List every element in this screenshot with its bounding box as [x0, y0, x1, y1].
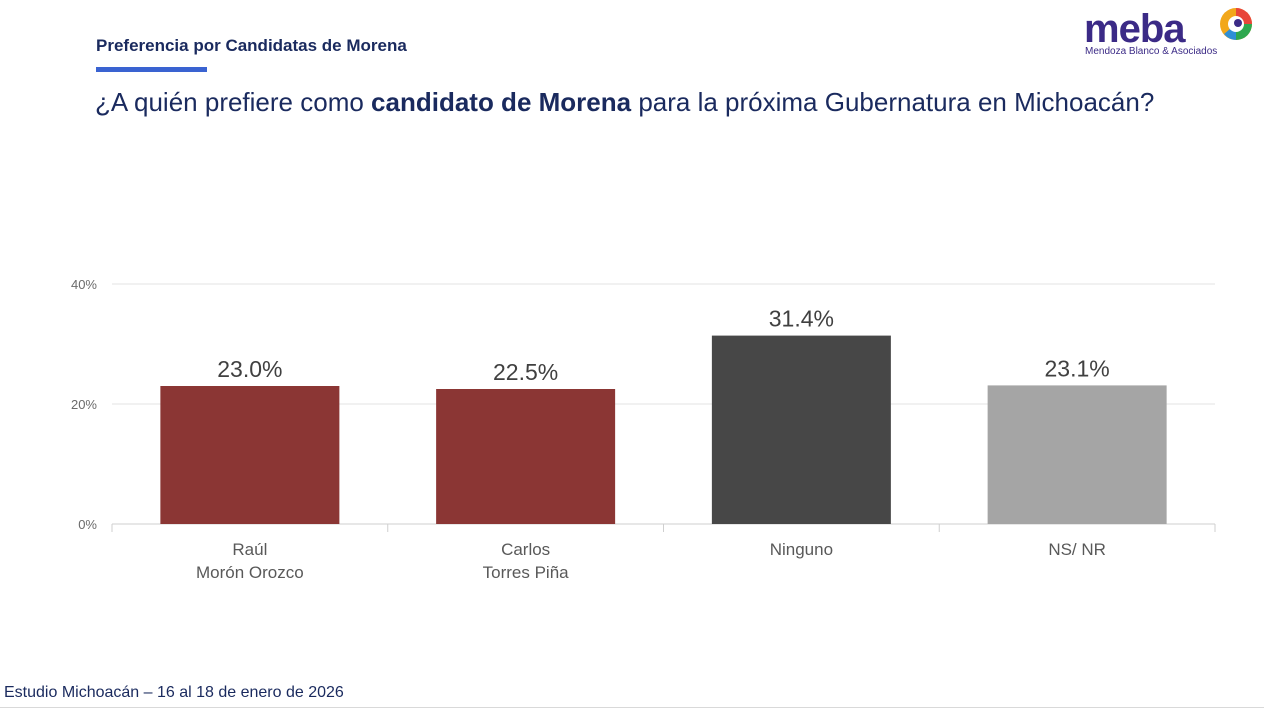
- data-label: 22.5%: [493, 359, 558, 385]
- bar: [160, 386, 340, 524]
- question-part1: ¿A quién prefiere como: [95, 87, 372, 117]
- section-underline: [96, 67, 207, 72]
- x-tick-label: NS/ NR: [1048, 540, 1106, 559]
- y-tick-label: 0%: [78, 517, 97, 532]
- data-label: 23.1%: [1045, 355, 1110, 381]
- question-title: ¿A quién prefiere como candidato de More…: [95, 86, 1175, 119]
- logo-wordmark: meba: [1084, 7, 1185, 51]
- question-highlight: candidato de Morena: [371, 87, 632, 117]
- logo-swirl-icon: [1220, 8, 1252, 40]
- bar: [436, 389, 616, 524]
- y-tick-label: 40%: [71, 277, 97, 292]
- x-tick-label: Raúl: [232, 540, 267, 559]
- bar: [711, 335, 891, 524]
- x-tick-label: Carlos: [501, 540, 550, 559]
- data-label: 23.0%: [217, 356, 282, 382]
- section-title: Preferencia por Candidatas de Morena: [96, 36, 407, 55]
- question-part2: para la próxima Gubernatura en Michoacán…: [631, 87, 1155, 117]
- bar: [987, 385, 1167, 524]
- meba-logo: meba Mendoza Blanco & Asociados: [1082, 4, 1257, 60]
- footer-divider: [0, 707, 1264, 708]
- footer-source: Estudio Michoacán – 16 al 18 de enero de…: [4, 684, 344, 701]
- data-label: 31.4%: [769, 306, 834, 332]
- x-tick-label: Morón Orozco: [196, 563, 304, 582]
- x-tick-label: Torres Piña: [483, 563, 570, 582]
- logo-subtitle: Mendoza Blanco & Asociados: [1085, 46, 1218, 57]
- x-tick-label: Ninguno: [770, 540, 833, 559]
- y-tick-label: 20%: [71, 397, 97, 412]
- bar-chart: 0% 20% 40% 23.0% Raúl Morón Orozco 22.5% Carlos…: [71, 277, 1216, 582]
